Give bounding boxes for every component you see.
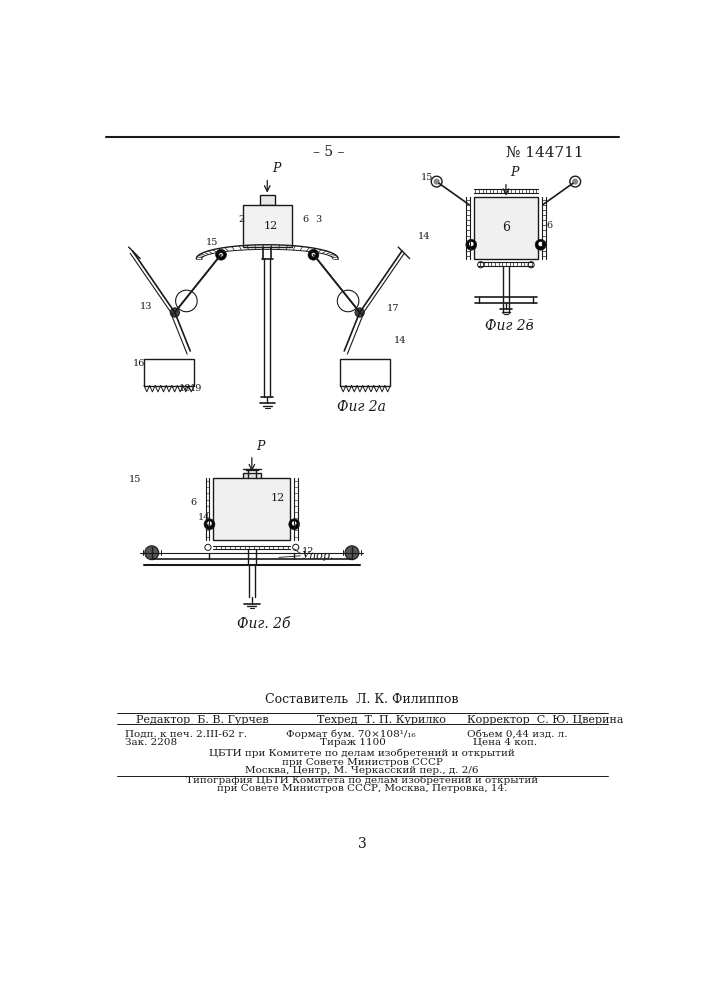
Text: 6: 6 (302, 215, 308, 224)
Circle shape (478, 262, 484, 268)
Bar (474, 197, 538, 259)
Circle shape (433, 179, 440, 185)
Text: Объем 0,44 изд. л.: Объем 0,44 изд. л. (467, 730, 568, 739)
Text: P: P (510, 166, 519, 179)
Bar (243, 473, 261, 480)
Circle shape (355, 308, 364, 317)
Text: 15: 15 (129, 475, 141, 484)
Text: Цена 4 коп.: Цена 4 коп. (473, 738, 537, 747)
Text: 3: 3 (358, 837, 366, 851)
Circle shape (145, 546, 158, 560)
Text: Техред  Т. П. Курилко: Техред Т. П. Курилко (317, 715, 446, 725)
Text: 12: 12 (271, 493, 286, 503)
Text: 6: 6 (546, 221, 552, 230)
Text: – 5 –: – 5 – (313, 145, 344, 159)
Text: 17: 17 (387, 304, 399, 313)
Text: Типография ЦБТИ Комитета по делам изобретений и открытий: Типография ЦБТИ Комитета по делам изобре… (186, 775, 538, 785)
Circle shape (311, 252, 316, 257)
Text: 15: 15 (421, 173, 433, 182)
Text: Составитель  Л. К. Филиппов: Составитель Л. К. Филиппов (265, 693, 459, 706)
Text: Фиг. 2б: Фиг. 2б (237, 617, 290, 631)
Circle shape (570, 176, 580, 187)
Circle shape (308, 249, 319, 260)
Bar (340, 359, 390, 386)
Circle shape (293, 544, 299, 550)
Text: 13: 13 (140, 302, 153, 311)
Text: Упор.: Упор. (302, 551, 334, 561)
Text: при Совете Министров СССР, Москва, Петровка, 14.: при Совете Министров СССР, Москва, Петро… (217, 784, 507, 793)
Text: 6: 6 (190, 498, 197, 507)
Circle shape (538, 242, 543, 246)
Text: 15: 15 (206, 238, 218, 247)
Circle shape (431, 176, 442, 187)
Circle shape (288, 519, 300, 530)
Text: 16: 16 (132, 359, 145, 368)
Text: 2: 2 (238, 215, 244, 224)
Circle shape (345, 546, 359, 560)
Circle shape (205, 544, 211, 550)
Circle shape (218, 252, 223, 257)
Circle shape (207, 521, 212, 526)
Bar (214, 478, 291, 540)
Text: Редактор  Б. В. Гурчев: Редактор Б. В. Гурчев (136, 715, 269, 725)
Text: 14: 14 (198, 513, 211, 522)
Text: Зак. 2208: Зак. 2208 (125, 738, 177, 747)
Text: 14: 14 (417, 232, 430, 241)
Text: 6: 6 (502, 221, 510, 234)
Circle shape (292, 521, 296, 526)
Text: при Совете Министров СССР: при Совете Министров СССР (281, 758, 443, 767)
Circle shape (572, 179, 578, 185)
Text: 14: 14 (395, 336, 407, 345)
Text: Тираж 1100: Тираж 1100 (320, 738, 385, 747)
Circle shape (204, 519, 215, 530)
Circle shape (216, 249, 226, 260)
Text: ЦБТИ при Комитете по делам изобретений и открытий: ЦБТИ при Комитете по делам изобретений и… (209, 748, 515, 758)
Circle shape (337, 290, 359, 312)
Text: № 144711: № 144711 (506, 145, 583, 159)
Circle shape (469, 242, 474, 246)
Bar (144, 359, 194, 386)
Text: 12: 12 (302, 547, 315, 556)
Text: 18: 18 (179, 384, 191, 393)
Text: Формат бум. 70×108¹/₁₆: Формат бум. 70×108¹/₁₆ (286, 730, 416, 739)
Text: Корректор  С. Ю. Цверина: Корректор С. Ю. Цверина (467, 715, 624, 725)
Text: Фиг 2в̄: Фиг 2в̄ (486, 319, 534, 333)
Text: 12: 12 (264, 221, 279, 231)
Text: Фиг 2а: Фиг 2а (337, 400, 385, 414)
Text: P: P (272, 162, 280, 175)
Circle shape (528, 262, 534, 268)
Text: P: P (257, 440, 265, 453)
Circle shape (175, 290, 197, 312)
Bar (243, 205, 292, 247)
Text: 19: 19 (190, 384, 203, 393)
Circle shape (466, 239, 477, 250)
Text: Москва, Центр, М. Черкасский пер., д. 2/6: Москва, Центр, М. Черкасский пер., д. 2/… (245, 766, 479, 775)
Circle shape (535, 239, 546, 250)
Text: Подп. к печ. 2.III-62 г.: Подп. к печ. 2.III-62 г. (125, 730, 247, 739)
Bar (259, 195, 275, 205)
Circle shape (170, 308, 180, 317)
Text: 3: 3 (315, 215, 321, 224)
